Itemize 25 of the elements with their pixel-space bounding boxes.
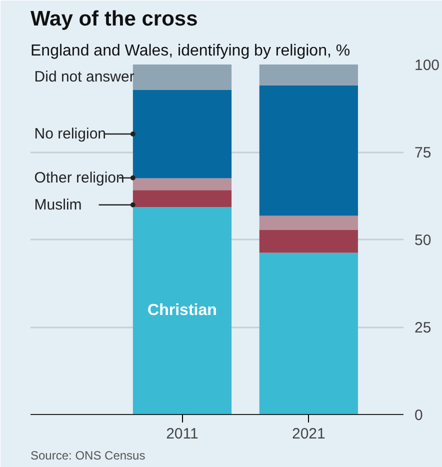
- y-tick-label: 0: [414, 407, 423, 424]
- bar: [259, 230, 358, 253]
- x-tick-label: 2011: [166, 426, 198, 442]
- bar: [259, 216, 358, 230]
- y-tick-label: 100: [414, 57, 440, 74]
- chart-subtitle: England and Wales, identifying by religion, %: [30, 42, 350, 60]
- bar: [132, 206, 232, 414]
- y-tick-label: 75: [414, 144, 432, 162]
- bar: [259, 86, 358, 216]
- bar: [132, 190, 232, 207]
- bar: [259, 252, 358, 414]
- text: Muslim: [34, 196, 82, 214]
- source-note: Source: ONS Census: [30, 448, 146, 462]
- bar: [259, 64, 358, 86]
- series-label: Did not answer: [34, 68, 134, 86]
- x-tick-label: 2021: [292, 426, 326, 442]
- series-label: No religion: [34, 125, 106, 142]
- series-label: Christian: [148, 302, 217, 320]
- series-label: Other religion: [34, 169, 124, 186]
- y-tick-label: 25: [414, 320, 432, 336]
- chart-title: Way of the cross: [30, 8, 198, 30]
- bar: [132, 178, 232, 190]
- bar: [132, 64, 232, 90]
- y-tick-label: 50: [414, 232, 432, 249]
- bar: [132, 90, 232, 178]
